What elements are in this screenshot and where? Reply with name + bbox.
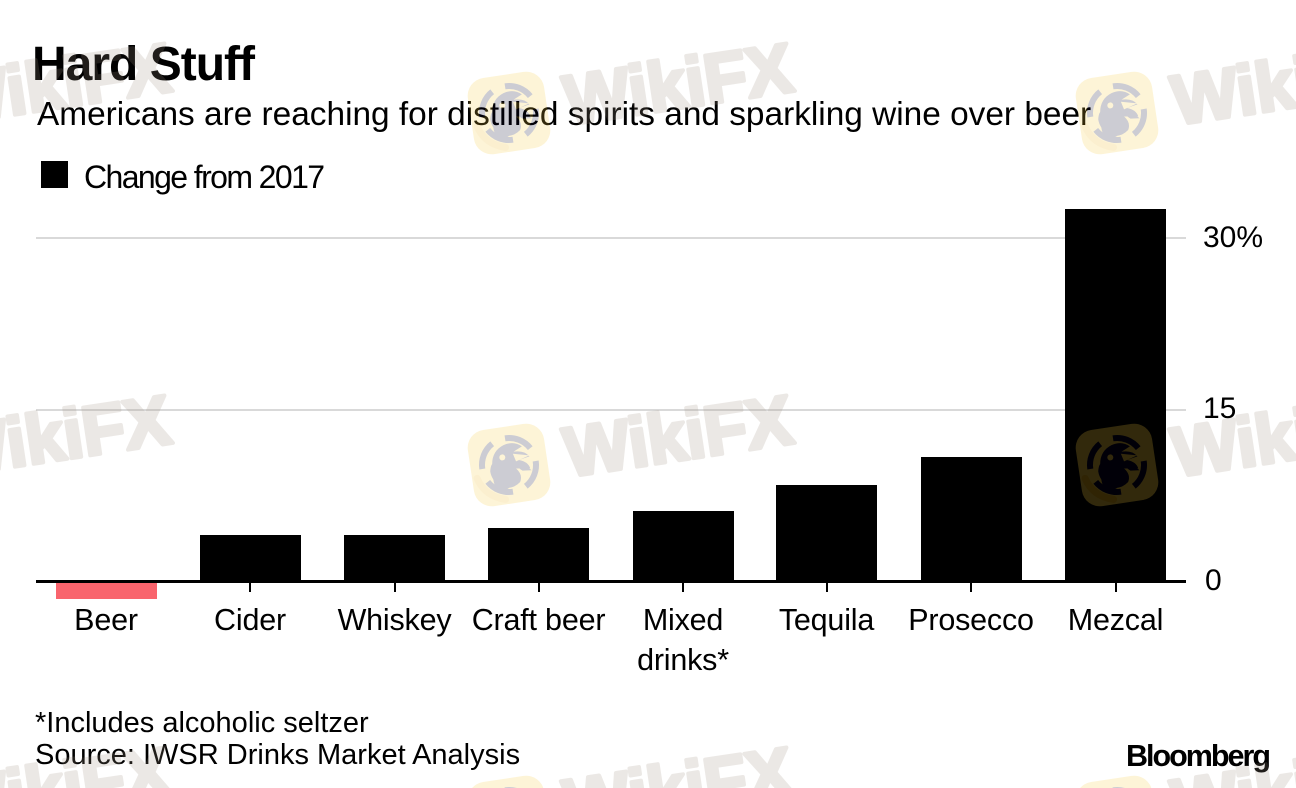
- svg-text:WikiFX: WikiFX: [1167, 29, 1296, 140]
- svg-text:WikiFX: WikiFX: [559, 733, 799, 788]
- svg-text:WikiFX: WikiFX: [559, 381, 799, 492]
- svg-text:WikiFX: WikiFX: [0, 381, 176, 492]
